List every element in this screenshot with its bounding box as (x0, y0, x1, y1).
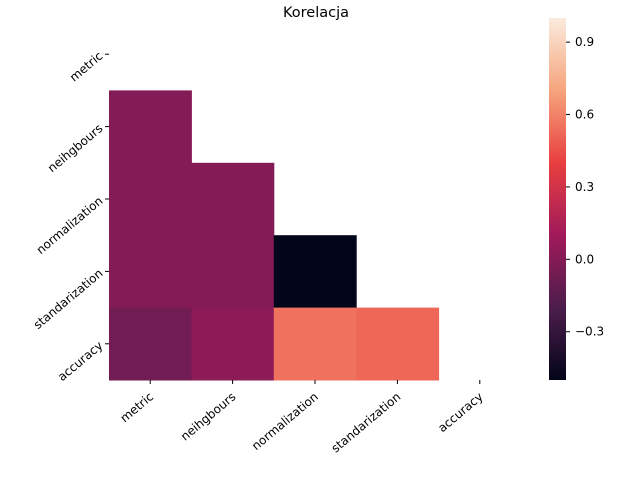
heatmap-cell (109, 162, 192, 236)
y-tick-label: metric (67, 49, 106, 85)
heatmap-cell (109, 90, 192, 164)
heatmap-cell (109, 235, 192, 309)
colorbar-tick-label: −0.3 (575, 325, 604, 339)
y-tick-label: normalization (34, 194, 106, 257)
heatmap-cell (191, 235, 275, 309)
colorbar-gradient (549, 18, 566, 380)
x-tick-label: standarization (329, 390, 404, 456)
heatmap-cell (273, 235, 357, 309)
colorbar: −0.3 0.0 0.3 0.6 0.9 (549, 18, 604, 380)
x-axis: metric neihgbours normalization standarizat… (118, 380, 486, 455)
y-tick-label: accuracy (55, 338, 105, 384)
heatmap-cell (273, 307, 357, 381)
x-tick-label: accuracy (435, 390, 485, 436)
colorbar-tick-label: 0.9 (575, 35, 594, 49)
colorbar-tick-label: 0.6 (575, 108, 594, 122)
heatmap-cell (191, 307, 275, 381)
y-axis: metric neihgbours normalization standarizat… (31, 49, 109, 384)
heatmap-cell (191, 162, 275, 236)
heatmap-cell (356, 307, 440, 381)
y-tick-label: neihgbours (45, 121, 106, 175)
colorbar-tick-label: 0.0 (575, 252, 594, 266)
x-tick-label: normalization (249, 390, 321, 453)
x-tick-label: neihgbours (178, 390, 239, 444)
colorbar-ticks: −0.3 0.0 0.3 0.6 0.9 (566, 35, 604, 339)
heatmap-cell (109, 307, 192, 381)
chart-title: Korelacja (283, 5, 349, 21)
x-tick-label: metric (118, 390, 157, 426)
y-tick-label: standarization (31, 266, 106, 332)
colorbar-tick-label: 0.3 (575, 180, 594, 194)
heatmap-cells (109, 90, 440, 381)
